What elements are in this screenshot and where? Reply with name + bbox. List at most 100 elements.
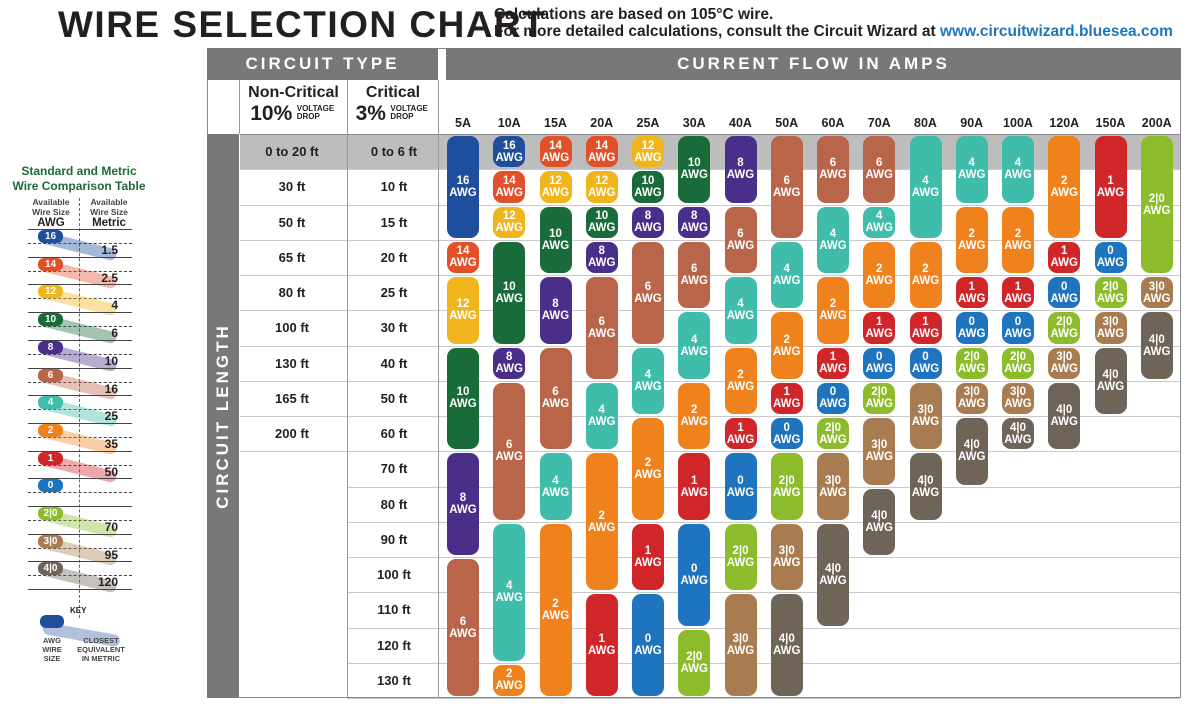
wire-pill-5A-6: 6 AWG [447, 559, 479, 696]
wire-gauge: 8 [644, 210, 652, 223]
metric-value: 70 [104, 520, 118, 534]
wire-unit: AWG [680, 486, 708, 499]
wire-unit: AWG [726, 239, 755, 252]
wire-pill-20A-8: 8 AWG [585, 241, 618, 273]
wire-gauge: 1 [598, 633, 605, 646]
length-non-critical: 100 ft [275, 320, 309, 336]
wire-gauge: 4|0 [917, 474, 934, 487]
wire-gauge: 14 [595, 139, 609, 152]
comparison-end-line [28, 589, 132, 591]
wire-gauge: 0 [968, 315, 975, 328]
note-circuit-wizard: For more detailed calculations, consult … [494, 23, 1173, 41]
wire-gauge: 14 [502, 174, 516, 187]
row-dash [28, 409, 132, 411]
wire-unit: AWG [865, 327, 893, 340]
wire-gauge: 6 [783, 174, 790, 187]
comparison-row: 16 1.5 [28, 229, 132, 262]
wire-unit: AWG [1096, 186, 1125, 199]
wire-gauge: 8 [506, 351, 513, 364]
wire-pill-90A-4-00: 4|0 AWG [955, 418, 988, 485]
wire-unit: AWG [773, 433, 801, 446]
wire-pill-15A-2: 2 AWG [539, 523, 572, 696]
wire-unit: AWG [541, 186, 570, 199]
wire-pill-25A-10: 10 AWG [632, 171, 664, 203]
wire-gauge: 12 [456, 298, 470, 311]
length-critical: 120 ft [377, 637, 411, 653]
wire-unit: AWG [865, 363, 893, 376]
wire-pill-5A-16: 16 AWG [447, 136, 479, 238]
length-critical: 40 ft [380, 355, 408, 371]
key-label: KEY [70, 606, 87, 615]
length-critical: 25 ft [380, 285, 408, 300]
amp-label-80A: 80A [914, 116, 937, 130]
wire-unit: AWG [773, 275, 801, 287]
wire-gauge: 2|0 [963, 351, 980, 364]
wire-gauge: 2 [552, 597, 559, 610]
length-critical: 20 ft [380, 249, 408, 265]
amp-label-25A: 25A [636, 116, 660, 130]
wire-unit: AWG [911, 363, 940, 376]
wire-unit: AWG [773, 186, 801, 199]
wire-unit: AWG [588, 521, 616, 534]
wire-unit: AWG [680, 222, 708, 235]
wire-gauge: 2|0 [1148, 192, 1165, 205]
wire-unit: AWG [495, 292, 523, 305]
wire-pill-80A-2: 2 AWG [909, 241, 942, 309]
awg-pill: 16 [38, 230, 63, 243]
wire-pill-30A-0: 0 AWG [678, 523, 711, 626]
wire-gauge: 3|0 [1148, 280, 1165, 293]
wire-pill-30A-10: 10 AWG [678, 136, 711, 203]
wire-unit: AWG [958, 327, 986, 340]
wire-gauge: 6 [598, 315, 605, 328]
wire-gauge: 2 [691, 404, 698, 416]
wire-pill-25A-4: 4 AWG [632, 347, 664, 414]
wire-unit: AWG [1004, 433, 1032, 446]
wire-unit: AWG [1096, 380, 1125, 393]
column-divider [438, 80, 439, 698]
awg-head-text: Available Wire Size [32, 197, 70, 217]
wire-gauge: 0 [922, 351, 929, 364]
wire-unit: AWG [449, 257, 477, 270]
wire-pill-60A-0: 0 AWG [817, 382, 849, 414]
wire-unit: AWG [1096, 327, 1125, 340]
wire-gauge: 2 [783, 333, 790, 346]
wire-gauge: 4 [598, 404, 605, 416]
wire-gauge: 1 [737, 421, 744, 434]
voltage-drop-label: VOLTAGE DROP [390, 104, 428, 121]
row-dash [28, 353, 132, 355]
awg-pill: 3|0 [38, 534, 63, 548]
wire-gauge: 1 [783, 386, 790, 399]
comparison-row: 1 50 [28, 450, 132, 484]
wire-pill-15A-8: 8 AWG [539, 277, 572, 344]
awg-column-header: Available Wire Size AWG [24, 197, 78, 230]
row-dash [28, 243, 132, 244]
comparison-row: 6 16 [28, 367, 132, 401]
wire-pill-40A-4: 4 AWG [724, 277, 757, 344]
circuit-wizard-link[interactable]: www.circuitwizard.bluesea.com [940, 23, 1173, 40]
wire-pill-40A-2: 2 AWG [724, 347, 757, 414]
wire-pill-10A-14: 14 AWG [493, 171, 526, 203]
wire-pill-30A-4: 4 AWG [678, 312, 711, 379]
wire-gauge: 2 [922, 263, 929, 275]
wire-pill-30A-1: 1 AWG [678, 453, 711, 520]
metric-label: Metric [92, 217, 126, 229]
wire-unit: AWG [773, 345, 801, 358]
wire-unit: AWG [819, 310, 847, 323]
wire-pill-90A-2-00: 2|0 AWG [955, 347, 988, 379]
length-non-critical: 65 ft [278, 249, 306, 265]
wire-gauge: 0 [644, 633, 652, 646]
wire-pill-90A-1: 1 AWG [955, 277, 988, 309]
wire-unit: AWG [1050, 327, 1078, 340]
length-critical: 80 ft [380, 496, 408, 512]
wire-pill-120A-1: 1 AWG [1048, 241, 1081, 273]
wire-pill-5A-12: 12 AWG [447, 277, 479, 344]
row-dash [28, 520, 132, 521]
wire-gauge: 4|0 [1056, 404, 1073, 416]
length-non-critical: 200 ft [275, 426, 309, 441]
amp-label-90A: 90A [960, 116, 984, 130]
wire-unit: AWG [958, 169, 986, 182]
wire-pill-80A-4-00: 4|0 AWG [909, 453, 942, 520]
wire-gauge: 10 [687, 157, 701, 170]
wire-gauge: 4 [783, 263, 790, 275]
row-dash [28, 575, 132, 577]
